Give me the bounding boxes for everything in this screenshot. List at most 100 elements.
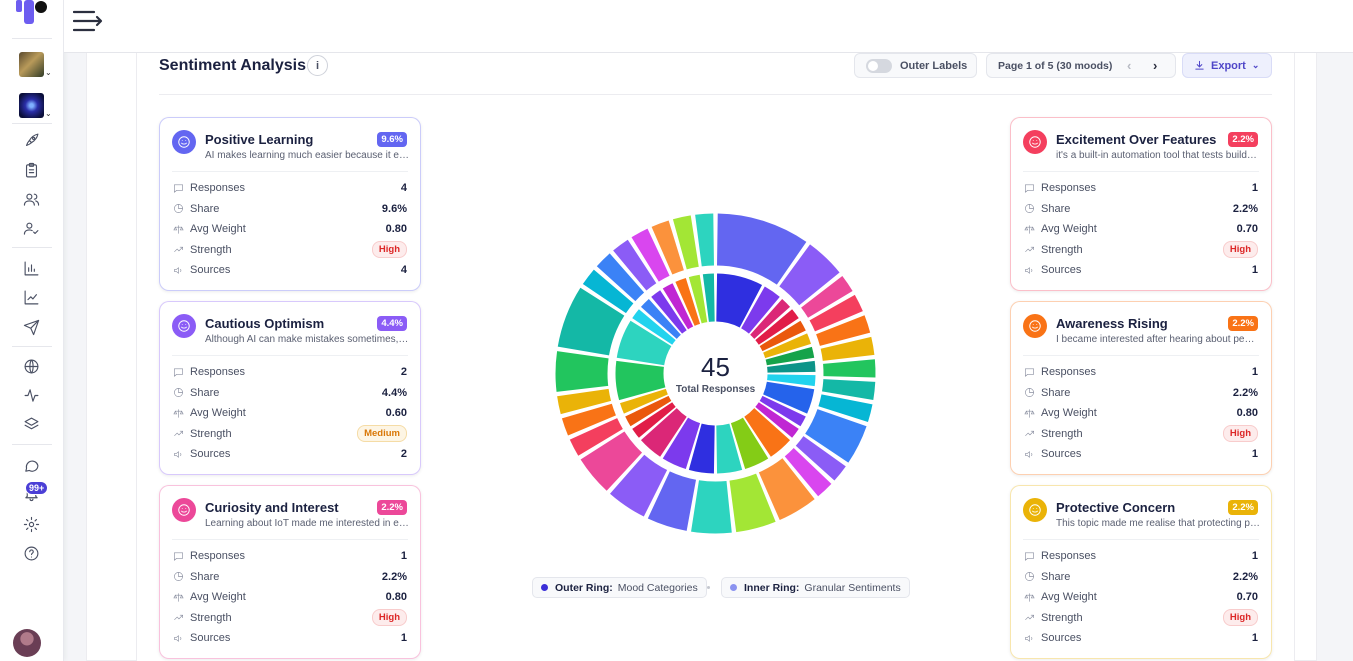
inner-ring-segment[interactable] [755, 309, 799, 345]
outer-ring-segment[interactable] [569, 418, 623, 456]
outer-ring-segment[interactable] [691, 480, 732, 534]
outer-ring-segment[interactable] [555, 351, 609, 392]
mood-card[interactable]: Excitement Over Features 2.2% it's a bui… [1010, 117, 1272, 291]
inner-ring-segment[interactable] [688, 423, 715, 474]
outer-ring-segment[interactable] [672, 215, 699, 270]
outer-ring-segment[interactable] [818, 394, 873, 422]
workspace-avatar-1[interactable] [19, 52, 44, 77]
mood-name: Curiosity and Interest [205, 500, 339, 515]
workspace-avatar-2[interactable] [19, 93, 44, 118]
inner-ring-segment[interactable] [640, 408, 687, 457]
inner-ring-segment[interactable] [625, 395, 672, 427]
inner-ring-segment[interactable] [716, 273, 763, 328]
user-avatar[interactable] [13, 629, 41, 657]
inner-ring-segment[interactable] [702, 273, 715, 322]
app-logo [16, 0, 47, 24]
avg-weight-icon [173, 408, 184, 418]
inner-ring-segment[interactable] [651, 290, 687, 334]
layers-icon[interactable] [22, 415, 40, 433]
inner-ring-segment[interactable] [750, 298, 791, 339]
user-check-icon[interactable] [22, 219, 40, 237]
outer-ring-segment[interactable] [561, 403, 616, 436]
inner-ring-segment[interactable] [615, 360, 666, 401]
outer-ring-segment[interactable] [816, 315, 871, 346]
export-button[interactable]: Export ⌄ [1182, 53, 1272, 78]
users-icon[interactable] [22, 190, 40, 208]
outer-ring-segment[interactable] [801, 275, 853, 318]
inner-ring-segment[interactable] [763, 381, 815, 414]
inner-ring-segment[interactable] [640, 298, 681, 339]
menu-collapse-icon[interactable] [73, 8, 105, 34]
outer-ring-segment[interactable] [823, 359, 876, 378]
inner-ring-segment[interactable] [688, 274, 708, 324]
chevron-down-icon: ⌄ [1251, 60, 1260, 70]
inner-ring-segment[interactable] [620, 388, 668, 414]
help-icon[interactable] [22, 544, 40, 562]
outer-ring-segment[interactable] [795, 436, 846, 481]
clipboard-icon[interactable] [22, 161, 40, 179]
outer-ring-segment[interactable] [809, 294, 863, 332]
inner-ring-segment[interactable] [765, 346, 815, 366]
inner-ring-segment[interactable] [730, 417, 769, 469]
globe-icon[interactable] [22, 357, 40, 375]
strength-pill: High [371, 609, 407, 626]
avg-weight-icon [1024, 408, 1035, 418]
inner-ring-segment[interactable] [744, 408, 791, 457]
inner-ring-segment[interactable] [763, 333, 811, 359]
outer-ring-segment[interactable] [610, 454, 668, 517]
inner-ring-segment[interactable] [767, 374, 816, 387]
outer-ring-segment[interactable] [631, 228, 670, 282]
info-icon[interactable]: i [307, 55, 328, 76]
message-icon[interactable] [22, 456, 40, 474]
outer-ring-segment[interactable] [822, 379, 876, 400]
outer-ring-segment[interactable] [557, 388, 612, 415]
mood-card[interactable]: Awareness Rising 2.2% I became intereste… [1010, 301, 1272, 475]
next-page-button[interactable]: › [1153, 58, 1158, 73]
rocket-icon[interactable] [22, 131, 40, 149]
outer-ring-segment[interactable] [582, 269, 634, 314]
line-chart-icon[interactable] [22, 288, 40, 306]
inner-ring-segment[interactable] [759, 395, 806, 427]
outer-ring-segment[interactable] [647, 471, 697, 531]
stat-row-sources: Sources 1 [1024, 630, 1258, 646]
outer-ring-segment[interactable] [729, 473, 776, 533]
inner-ring-segment[interactable] [675, 278, 701, 326]
mood-card[interactable]: Cautious Optimism 4.4% Although AI can m… [159, 301, 421, 475]
share-icon [1025, 388, 1034, 397]
toggle-switch[interactable] [866, 58, 892, 73]
outer-ring-segment[interactable] [580, 431, 643, 491]
inner-ring-segment[interactable] [632, 309, 676, 345]
send-icon[interactable] [22, 318, 40, 336]
mood-card[interactable]: Protective Concern 2.2% This topic made … [1010, 485, 1272, 659]
inner-ring-segment[interactable] [755, 402, 799, 438]
settings-icon[interactable] [22, 515, 40, 533]
outer-ring-segment[interactable] [695, 213, 714, 267]
mood-card[interactable]: Curiosity and Interest 2.2% Learning abo… [159, 485, 421, 659]
inner-ring-segment[interactable] [662, 417, 701, 469]
outer-ring-segment[interactable] [784, 447, 832, 497]
outer-ring-segment[interactable] [596, 253, 645, 302]
sidebar-divider [12, 444, 52, 445]
inner-ring-segment[interactable] [662, 283, 694, 330]
inner-ring-segment[interactable] [759, 320, 806, 352]
inner-ring-segment[interactable] [632, 402, 676, 438]
outer-ring-segment[interactable] [805, 409, 867, 463]
outer-ring-segment[interactable] [820, 336, 875, 361]
stat-row-responses: Responses 1 [1024, 180, 1258, 196]
mood-card[interactable]: Positive Learning 9.6% AI makes learning… [159, 117, 421, 291]
outer-ring-segment[interactable] [717, 213, 807, 285]
bar-chart-icon[interactable] [22, 259, 40, 277]
outer-labels-toggle[interactable]: Outer Labels [854, 53, 977, 78]
inner-ring-segment[interactable] [616, 320, 672, 366]
inner-ring-segment[interactable] [741, 286, 780, 334]
outer-ring-segment[interactable] [651, 220, 684, 275]
inner-ring-segment[interactable] [716, 423, 743, 474]
outer-ring-segment[interactable] [613, 239, 657, 291]
share-value: 2.2% [1232, 386, 1258, 399]
prev-page-button[interactable]: ‹ [1127, 58, 1132, 73]
activity-icon[interactable] [22, 386, 40, 404]
outer-ring-segment[interactable] [779, 244, 840, 306]
outer-ring-segment[interactable] [557, 287, 625, 356]
inner-ring-segment[interactable] [767, 360, 816, 373]
outer-ring-segment[interactable] [758, 458, 815, 521]
